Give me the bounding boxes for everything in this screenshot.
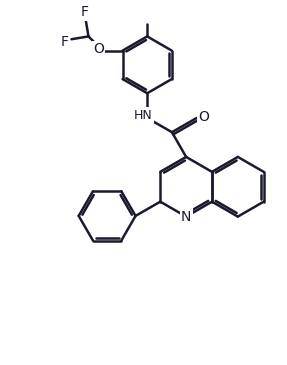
Text: F: F [60, 35, 68, 49]
Text: N: N [181, 210, 191, 224]
Text: O: O [93, 42, 104, 56]
Text: O: O [198, 110, 209, 124]
Text: HN: HN [133, 109, 152, 122]
Text: F: F [80, 5, 88, 19]
